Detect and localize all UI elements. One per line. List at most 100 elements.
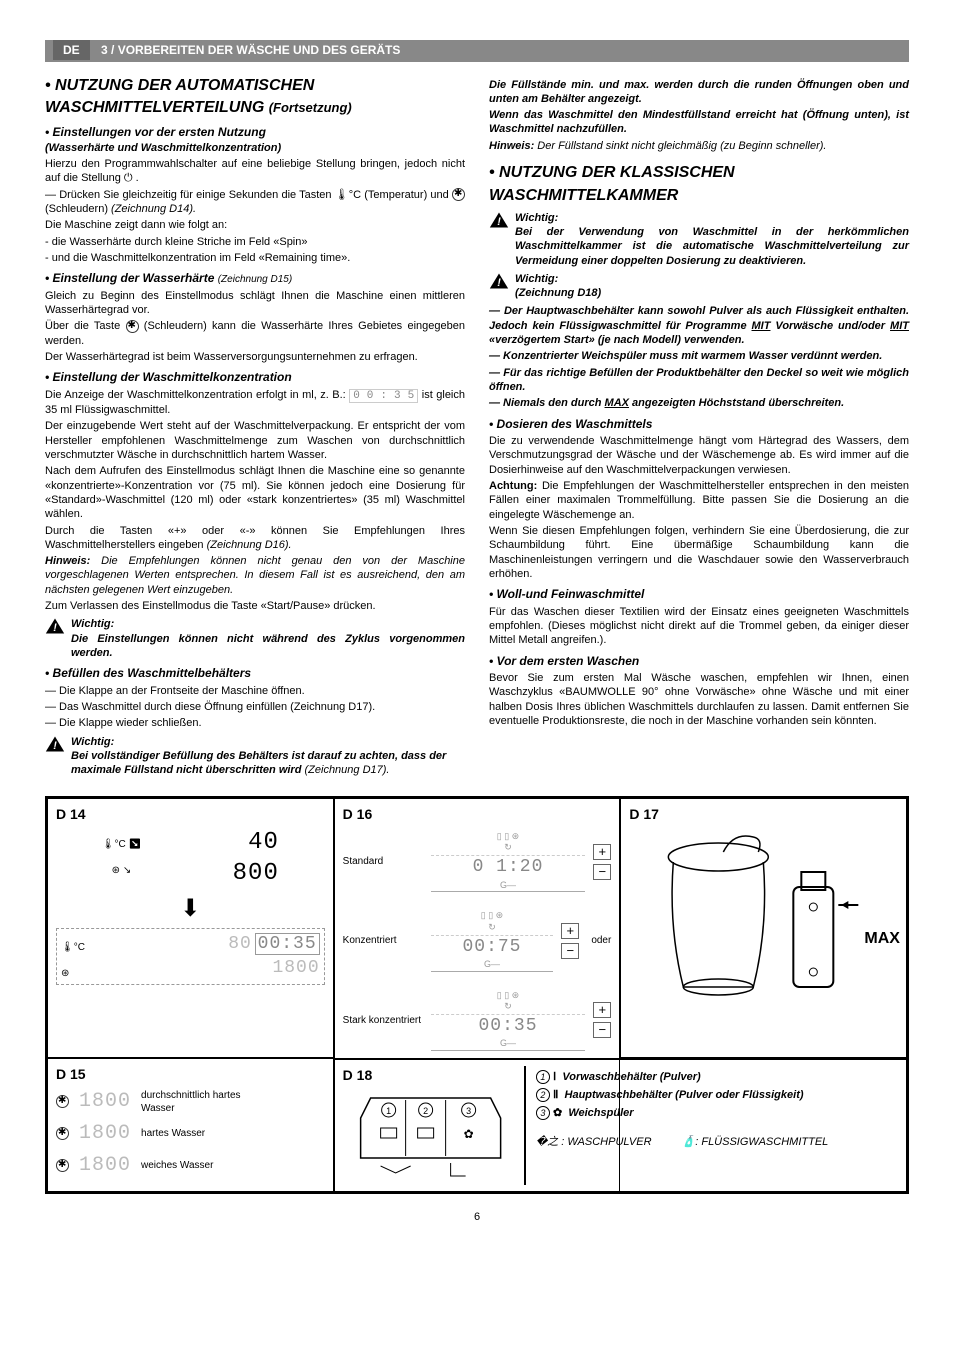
diagram-d18: D 18 1 2 3 ✿ 1 Ⅰ Vorwaschbehälter (Pulve… xyxy=(334,1058,907,1192)
d18-powder-label: �之 : WASCHPULVER xyxy=(536,1135,652,1149)
d14-seg1: 40 xyxy=(233,827,279,858)
spin-icon xyxy=(452,188,465,201)
d16-plusminus: +− xyxy=(561,923,579,959)
d15-row: 1800 hartes Wasser xyxy=(56,1121,325,1147)
s5-p2: Achtung: Die Empfehlungen der Waschmitte… xyxy=(489,479,909,522)
s3-p3: Nach dem Aufrufen des Einstellmodus schl… xyxy=(45,464,465,521)
d15-segment: 1800 xyxy=(79,1121,131,1147)
svg-text:✿: ✿ xyxy=(463,1127,473,1141)
d16-display: ▯ ▯ ⊛↻00:75G— xyxy=(431,910,554,971)
right-column: Die Füllstände min. und max. werden durc… xyxy=(489,76,909,782)
segment-display: 0 0 : 3 5 xyxy=(349,389,418,403)
svg-text:!: ! xyxy=(53,740,57,752)
w2-p1: — Der Hauptwaschbehälter kann sowohl Pul… xyxy=(489,304,909,347)
d15-label: D 15 xyxy=(56,1065,325,1083)
d18-item: 3 ✿ Weichspüler xyxy=(536,1106,898,1120)
d18-item-number: 2 xyxy=(536,1088,550,1102)
spin-icon xyxy=(56,1095,69,1108)
spin-icon xyxy=(56,1127,69,1140)
s1-subheading: (Wasserhärte und Waschmittelkonzentratio… xyxy=(45,141,465,155)
d16-row: Stark konzentriert ▯ ▯ ⊛↻00:35G—+− xyxy=(343,990,612,1051)
warning-icon: ! xyxy=(489,272,509,290)
detergent-bottle-illustration xyxy=(629,827,898,1007)
s4-li3: — Die Klappe wieder schließen. xyxy=(45,716,465,730)
svg-text:2: 2 xyxy=(423,1106,428,1116)
s5-p3: Wenn Sie diesen Empfehlungen folgen, ver… xyxy=(489,524,909,581)
svg-text:3: 3 xyxy=(466,1106,471,1116)
d16-row-label: Stark konzentriert xyxy=(343,1014,423,1027)
s3-p1: Die Anzeige der Waschmittelkonzentration… xyxy=(45,388,465,418)
d15-text: hartes Wasser xyxy=(141,1127,241,1140)
r1: Die Füllstände min. und max. werden durc… xyxy=(489,78,909,107)
diagram-d15: D 15 1800durchschnittlich hartes Wasser1… xyxy=(47,1058,334,1192)
minus-button: − xyxy=(561,943,579,959)
d17-label: D 17 xyxy=(629,805,898,823)
w2-p2: — Konzentrierter Weichspüler muss mit wa… xyxy=(489,349,909,363)
svg-text:!: ! xyxy=(53,622,57,634)
diagram-d14: D 14 🌡°C ↘ ⊛ ↘ 40 800 ⬇ 🌡°C ⊛ 80 00:35 1… xyxy=(47,798,334,1058)
warning-icon: ! xyxy=(45,617,65,635)
d15-segment: 1800 xyxy=(79,1153,131,1179)
right-h1-line1: • NUTZUNG DER KLASSISCHEN xyxy=(489,163,909,184)
s4-warning: ! Wichtig: Bei vollständiger Befüllung d… xyxy=(45,735,465,778)
d17-max-label: MAX xyxy=(864,929,900,950)
detergent-drawer-illustration: 1 2 3 ✿ xyxy=(343,1088,518,1178)
diagrams-grid: D 14 🌡°C ↘ ⊛ ↘ 40 800 ⬇ 🌡°C ⊛ 80 00:35 1… xyxy=(45,796,909,1194)
s1-li1: - die Wasserhärte durch kleine Striche i… xyxy=(45,235,465,249)
d16-segment: 00:75 xyxy=(431,936,554,959)
s3-warning: ! Wichtig: Die Einstellungen können nich… xyxy=(45,617,465,660)
d18-item-number: 3 xyxy=(536,1106,550,1120)
r2: Wenn das Waschmittel den Mindestfüllstan… xyxy=(489,108,909,137)
diagram-d17: D 17 MAX xyxy=(620,798,907,1058)
warning-icon: ! xyxy=(489,211,509,229)
header-bar: DE 3 / VORBEREITEN DER WÄSCHE UND DES GE… xyxy=(45,40,909,62)
w2-warning: ! Wichtig: (Zeichnung D18) xyxy=(489,272,909,301)
d18-liquid-label: 🧴: FLÜSSIGWASCHMITTEL xyxy=(682,1135,829,1149)
minus-button: − xyxy=(593,1022,611,1038)
d18-label: D 18 xyxy=(343,1066,518,1084)
d14-seg2: 800 xyxy=(233,858,279,889)
d18-item: 1 Ⅰ Vorwaschbehälter (Pulver) xyxy=(536,1070,898,1084)
w1-warning: ! Wichtig: Bei der Verwendung von Waschm… xyxy=(489,211,909,268)
spin-icon xyxy=(56,1159,69,1172)
d15-row: 1800durchschnittlich hartes Wasser xyxy=(56,1089,325,1115)
s1-p2: — Drücken Sie gleichzeitig für einige Se… xyxy=(45,188,465,217)
plus-button: + xyxy=(561,923,579,939)
d18-item-symbol: Ⅰ xyxy=(553,1071,556,1083)
s5-heading: • Dosieren des Waschmittels xyxy=(489,417,909,433)
s3-note: Hinweis: Die Empfehlungen können nicht g… xyxy=(45,554,465,597)
d16-segment: 0 1:20 xyxy=(431,856,586,879)
d18-item-symbol: Ⅱ xyxy=(553,1089,558,1101)
d16-label: D 16 xyxy=(343,805,612,823)
plus-button: + xyxy=(593,844,611,860)
s3-heading: • Einstellung der Waschmittelkonzentrati… xyxy=(45,370,465,386)
d15-segment: 1800 xyxy=(79,1089,131,1115)
svg-text:!: ! xyxy=(497,216,501,228)
warning-icon: ! xyxy=(45,735,65,753)
d16-plusminus: +− xyxy=(593,1002,611,1038)
d15-text: weiches Wasser xyxy=(141,1159,241,1172)
d18-item-number: 1 xyxy=(536,1070,550,1084)
minus-button: − xyxy=(593,864,611,880)
d18-item-text: Weichspüler xyxy=(568,1107,633,1119)
s4-heading: • Befüllen des Waschmittelbehälters xyxy=(45,666,465,682)
d14-label: D 14 xyxy=(56,805,325,823)
left-h1-line1: • NUTZUNG DER AUTOMATISCHEN xyxy=(45,76,465,97)
content-columns: • NUTZUNG DER AUTOMATISCHEN WASCHMITTELV… xyxy=(45,76,909,782)
d18-item: 2 Ⅱ Hauptwaschbehälter (Pulver oder Flüs… xyxy=(536,1088,898,1102)
svg-text:!: ! xyxy=(497,277,501,289)
s3-p5: Zum Verlassen des Einstellmodus die Tast… xyxy=(45,599,465,613)
d16-row-label: Konzentriert xyxy=(343,934,423,947)
d16-row: Konzentriert▯ ▯ ⊛↻00:75G—+−oder xyxy=(343,910,612,971)
d16-display: ▯ ▯ ⊛↻00:35G— xyxy=(431,990,586,1051)
s2-p1: Gleich zu Beginn des Einstellmodus schlä… xyxy=(45,289,465,318)
right-h1-line2: WASCHMITTELKAMMER xyxy=(489,186,909,207)
d18-item-symbol: ✿ xyxy=(553,1107,562,1119)
r3: Hinweis: Der Füllstand sinkt nicht gleic… xyxy=(489,139,909,153)
page-number: 6 xyxy=(45,1210,909,1224)
d16-plusminus: +− xyxy=(593,844,611,880)
s2-p2: Über die Taste (Schleudern) kann die Was… xyxy=(45,319,465,348)
lang-badge: DE xyxy=(53,40,90,60)
s7-heading: • Vor dem ersten Waschen xyxy=(489,654,909,670)
s6-heading: • Woll-und Feinwaschmittel xyxy=(489,587,909,603)
